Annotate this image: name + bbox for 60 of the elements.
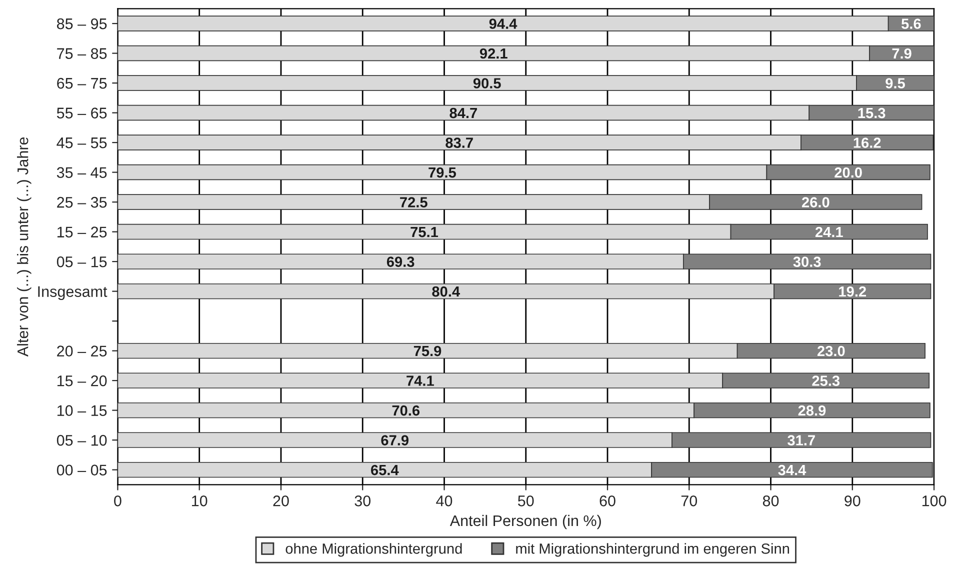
data-label: 65.4	[370, 464, 399, 476]
data-label: 16.2	[854, 138, 881, 148]
data-label: 92.1	[480, 48, 508, 59]
y-tick-label: Insgesamt	[38, 286, 108, 300]
data-label: 19.2	[839, 286, 866, 297]
x-tick-label: 100	[922, 496, 946, 506]
y-tick-label: 25 – 35	[57, 196, 107, 208]
data-label: 15.3	[858, 108, 886, 118]
data-label: 7.9	[892, 48, 912, 59]
data-label: 94.4	[489, 18, 518, 29]
data-label: 23.0	[817, 346, 845, 356]
y-tick-label: 55 – 65	[56, 108, 107, 118]
data-label: 28.9	[798, 405, 826, 416]
x-tick-label: 0	[114, 496, 122, 506]
x-axis-title: Anteil Personen (in %)	[450, 514, 601, 530]
data-label: 5.6	[901, 18, 921, 29]
data-label: 79.5	[428, 167, 456, 178]
x-tick-label: 50	[518, 496, 534, 506]
y-tick-label: 15 – 20	[57, 375, 107, 386]
data-label: 70.6	[392, 405, 420, 416]
data-label: 69.3	[386, 256, 414, 267]
x-tick-label: 10	[192, 496, 208, 506]
y-tick-label: 20 – 25	[57, 346, 107, 356]
x-tick-label: 20	[273, 496, 289, 506]
y-tick-label: 75 – 85	[57, 48, 107, 59]
data-label: 34.4	[778, 464, 806, 476]
data-label: 75.9	[414, 346, 442, 356]
x-tick-label: 90	[844, 496, 860, 506]
data-label: 90.5	[473, 78, 501, 88]
data-label: 72.5	[400, 197, 428, 208]
y-tick-label: 00 – 05	[56, 464, 107, 476]
data-label: 9.5	[886, 78, 905, 88]
y-tick-label: 65 – 75	[57, 78, 107, 89]
y-tick-label: 10 – 15	[57, 405, 107, 416]
data-label: 30.3	[793, 256, 821, 267]
data-label: 25.3	[812, 376, 840, 386]
y-axis-title: Alter von (...) bis unter (...) Jahre	[17, 137, 32, 357]
data-label: 24.1	[815, 226, 843, 238]
legend-label: mit Migrationshintergrund im engeren Sinn	[516, 543, 790, 557]
y-tick-label: 15 – 25	[57, 226, 107, 238]
y-tick-label: 05 – 15	[56, 256, 107, 268]
data-label: 80.4	[432, 286, 460, 297]
data-label: 20.0	[834, 167, 862, 178]
y-tick-label: 35 – 45	[56, 167, 107, 178]
data-label: 75.1	[410, 227, 438, 238]
y-tick-label: 05 – 10	[56, 434, 107, 446]
data-label: 83.7	[446, 138, 473, 148]
x-tick-label: 40	[436, 496, 452, 506]
data-label: 84.7	[450, 108, 477, 118]
x-tick-label: 80	[762, 496, 779, 506]
x-tick-label: 30	[354, 496, 371, 506]
data-label: 74.1	[406, 376, 434, 386]
y-tick-label: 45 – 55	[56, 138, 107, 148]
data-label: 26.0	[802, 197, 830, 208]
data-label: 67.9	[381, 435, 409, 446]
legend-label: ohne Migrationshintergrund	[286, 543, 462, 557]
y-tick-label: 85 – 95	[56, 18, 107, 30]
x-tick-label: 60	[600, 496, 616, 506]
data-label: 31.7	[788, 435, 815, 446]
x-tick-label: 70	[681, 496, 698, 506]
